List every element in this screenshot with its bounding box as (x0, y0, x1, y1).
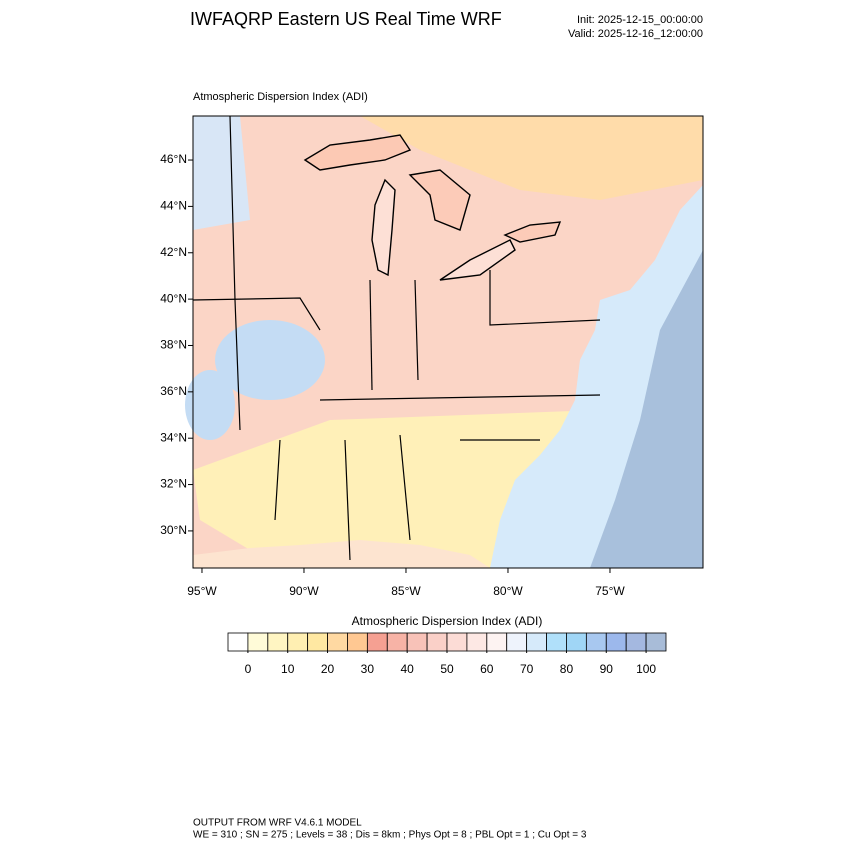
colorbar-label: 100 (636, 662, 656, 676)
lat-label: 40°N (160, 291, 187, 305)
state-line (489, 270, 601, 326)
colorbar-label: 0 (245, 662, 252, 676)
colorbar-box (347, 632, 368, 652)
colorbar-box (466, 632, 488, 652)
valid-time: Valid: 2025-12-16_12:00:00 (568, 28, 703, 40)
lat-label: 36°N (160, 384, 187, 398)
state-line (319, 394, 601, 401)
colorbar-box (446, 632, 468, 652)
colorbar-label: 50 (440, 662, 454, 676)
state-line (399, 434, 411, 541)
gulf (193, 540, 490, 568)
state-line (229, 115, 241, 431)
colorbar-box (506, 632, 528, 652)
lon-label: 80°W (493, 584, 523, 598)
map-subtitle: Atmospheric Dispersion Index (ADI) (193, 91, 368, 103)
title: IWFAQRP Eastern US Real Time WRF (190, 9, 502, 29)
state-line (414, 279, 419, 381)
midwest-blue (215, 320, 325, 400)
colorbar-label: 10 (281, 662, 295, 676)
state-line (274, 439, 281, 521)
colorbar-label: 80 (560, 662, 574, 676)
west-blue (185, 370, 235, 440)
colorbar-label: 40 (401, 662, 415, 676)
canada (193, 116, 703, 200)
lake-superior (303, 134, 412, 171)
colorbar-label: 70 (520, 662, 534, 676)
colorbar-title: Atmospheric Dispersion Index (ADI) (352, 614, 543, 628)
colorbar-label: 90 (600, 662, 614, 676)
colorbar-box (526, 632, 547, 652)
lake-ontario (503, 221, 562, 243)
lake-michigan (371, 178, 396, 277)
lat-label: 42°N (160, 245, 187, 259)
lat-label: 32°N (160, 477, 187, 491)
lat-label: 30°N (160, 523, 187, 537)
colorbar-box (366, 632, 388, 652)
colorbar-label: 30 (361, 662, 375, 676)
lon-label: 75°W (595, 584, 625, 598)
map-frame (192, 115, 704, 569)
colorbar-box (546, 632, 567, 652)
lon-label: 95°W (187, 584, 217, 598)
north-blue (193, 116, 250, 230)
lat-label: 44°N (160, 199, 187, 213)
colorbar-box (267, 632, 289, 652)
deep-ocean (590, 250, 703, 568)
colorbar-box (307, 632, 328, 652)
lake-erie (439, 239, 516, 281)
colorbar-box (486, 632, 508, 652)
lat-label: 46°N (160, 152, 187, 166)
map (185, 115, 704, 569)
colorbar-box (625, 632, 647, 652)
lat-label: 34°N (160, 430, 187, 444)
colorbar-box (426, 632, 448, 652)
colorbar-box (585, 632, 607, 652)
colorbar-label: 20 (321, 662, 335, 676)
colorbar-box (247, 632, 269, 652)
state-line (344, 439, 351, 561)
colorbar-box (406, 632, 428, 652)
colorbar-box (566, 632, 587, 652)
footer-line: WE = 310 ; SN = 275 ; Levels = 38 ; Dis … (193, 830, 587, 841)
state-line (369, 279, 373, 391)
colorbar-box (227, 632, 249, 652)
lon-label: 90°W (289, 584, 319, 598)
colorbar-box (327, 632, 348, 652)
init-time: Init: 2025-12-15_00:00:00 (577, 14, 703, 26)
lon-label: 85°W (391, 584, 421, 598)
footer-line: OUTPUT FROM WRF V4.6.1 MODEL (193, 818, 362, 829)
colorbar-label: 60 (480, 662, 494, 676)
colorbar-box (645, 632, 667, 652)
colorbar-box (287, 632, 309, 652)
colorbar-box (605, 632, 627, 652)
colorbar-box (386, 632, 408, 652)
state-line (192, 297, 321, 331)
lat-label: 38°N (160, 338, 187, 352)
lake-huron (408, 169, 471, 231)
